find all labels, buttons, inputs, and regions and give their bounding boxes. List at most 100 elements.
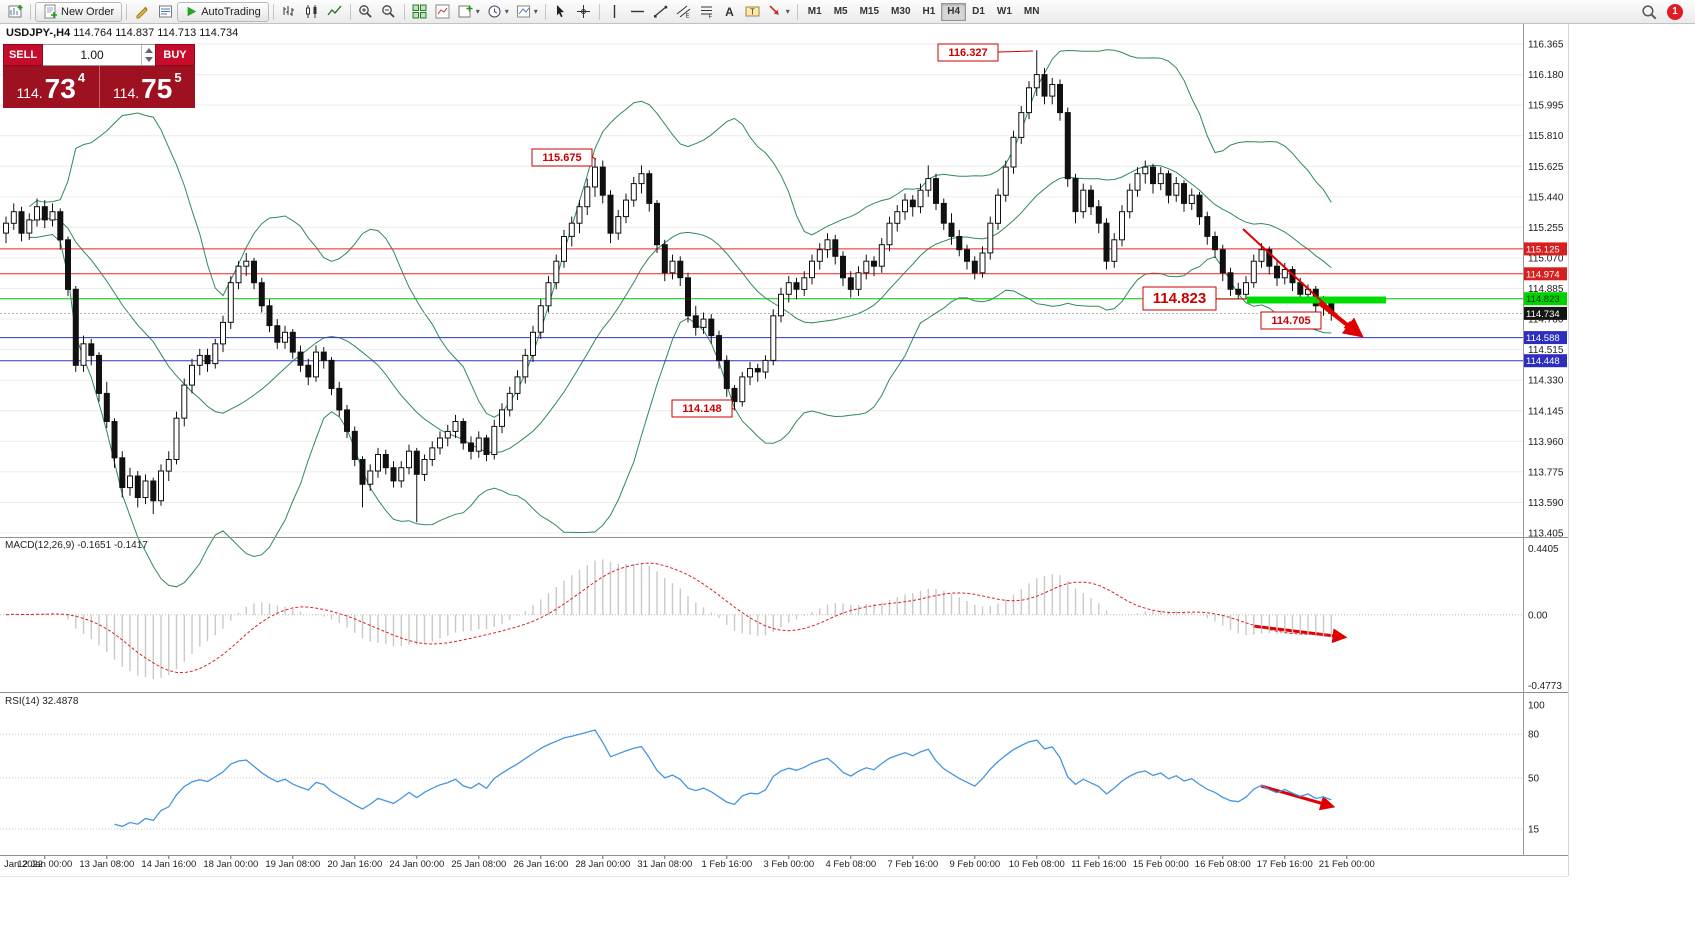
panel-separators[interactable]: [0, 24, 1569, 877]
candle: [336, 381, 343, 417]
line-chart-button[interactable]: [324, 2, 346, 22]
autotrading-button[interactable]: AutoTrading: [177, 1, 269, 22]
horizontal-line-icon: [631, 10, 645, 13]
candle: [483, 434, 490, 462]
line-chart-icon: [327, 5, 342, 16]
candle: [584, 178, 591, 215]
horizontal-line-tool-button[interactable]: [627, 2, 649, 22]
candle: [677, 256, 684, 286]
bar-chart-button[interactable]: [278, 2, 300, 22]
crosshair-tool-button[interactable]: [573, 2, 595, 22]
candlestick-chart-button[interactable]: [301, 2, 323, 22]
price-annotation[interactable]: 114.705: [1260, 311, 1322, 330]
market-watch-button[interactable]: [154, 2, 176, 22]
new-chart-dropdown-icon: [458, 5, 473, 18]
candle: [824, 233, 831, 258]
dropdown-caret: ▾: [504, 6, 509, 16]
price-annotation[interactable]: 114.148: [671, 399, 733, 418]
new-chart-button[interactable]: [4, 2, 26, 22]
drawings[interactable]: [1242, 228, 1386, 811]
candle: [739, 371, 746, 407]
price-tag-114.588: 114.588: [1524, 331, 1567, 345]
candle: [979, 246, 986, 278]
timeframe-h4[interactable]: H4: [941, 2, 967, 21]
tile-windows-button[interactable]: [409, 2, 431, 22]
candle: [1188, 188, 1195, 210]
chart-grid: [0, 43, 1523, 534]
fibonacci-tool-button[interactable]: F: [696, 2, 718, 22]
time-axis-label: 31 Jan 08:00: [637, 859, 692, 870]
candle: [119, 451, 126, 498]
cursor-icon: [557, 5, 565, 18]
bollinger-middle-band: [29, 164, 1332, 454]
timeframe-d1[interactable]: D1: [972, 6, 985, 17]
indicators-button[interactable]: [432, 2, 454, 22]
metaeditor-button[interactable]: [131, 2, 153, 22]
equidistant-channel-tool-button[interactable]: E: [673, 2, 695, 22]
volume-spinner[interactable]: [141, 45, 155, 65]
crosshair-icon: [577, 5, 591, 18]
timeframe-m30[interactable]: M30: [891, 6, 911, 17]
vertical-line-tool-button[interactable]: [604, 2, 626, 22]
volume-up-arrow[interactable]: [142, 45, 155, 55]
volume-value[interactable]: 1.00: [80, 48, 104, 62]
annotations[interactable]: 116.327 115.675 114.823 114.705 114.148: [531, 43, 1322, 418]
support-zone-bar[interactable]: [1247, 296, 1386, 304]
trendline-tool-button[interactable]: [650, 2, 672, 22]
candle: [1196, 191, 1203, 225]
candle: [832, 234, 839, 265]
vertical-line-icon: [614, 5, 616, 18]
timeframe-m1[interactable]: M1: [807, 6, 822, 17]
new-chart-dropdown-button[interactable]: ▾: [455, 2, 483, 22]
timeframe-m5[interactable]: M5: [833, 6, 848, 17]
candle: [894, 205, 901, 232]
zoom-out-icon: [382, 5, 395, 18]
timeframe-h1[interactable]: H1: [922, 6, 936, 17]
timeframe-mn[interactable]: MN: [1023, 6, 1040, 17]
candle: [623, 193, 629, 224]
zoom-out-button[interactable]: [378, 2, 400, 22]
candle: [1173, 177, 1180, 202]
toolbar-separator: [403, 3, 405, 20]
buy-price-display[interactable]: 114. 75 5: [100, 66, 196, 108]
macd-arrow[interactable]: [1252, 624, 1348, 644]
notification-badge[interactable]: 1: [1667, 3, 1683, 20]
candle: [561, 229, 567, 268]
price-annotation[interactable]: 115.675: [531, 148, 593, 167]
candle: [956, 229, 963, 257]
timeframe-w1[interactable]: W1: [996, 6, 1012, 17]
new-order-button[interactable]: New Order: [35, 1, 123, 22]
price-axis-label: 114.885: [1528, 284, 1564, 295]
cursor-tool-button[interactable]: [550, 2, 572, 22]
candle: [917, 183, 924, 214]
candle: [49, 203, 56, 227]
sell-price-display[interactable]: 114. 73 4: [3, 66, 100, 108]
rsi-arrow[interactable]: [1260, 784, 1336, 811]
search-button[interactable]: [1638, 2, 1660, 22]
candle: [654, 200, 660, 253]
time-axis-label: 16 Feb 08:00: [1195, 859, 1251, 870]
price-annotation[interactable]: 114.823: [1142, 286, 1217, 311]
text-label-tool-button[interactable]: T: [742, 2, 764, 22]
volume-down-arrow[interactable]: [142, 55, 155, 65]
price-axis: 116.365 116.180 115.995 115.810 115.625 115.4…: [1523, 24, 1564, 855]
candle: [367, 464, 374, 491]
templates-button[interactable]: ▾: [513, 2, 541, 22]
arrows-tool-button[interactable]: ▾: [765, 2, 793, 22]
volume-control[interactable]: 1.00: [43, 44, 155, 66]
sell-button[interactable]: SELL: [3, 44, 43, 66]
candle: [925, 165, 932, 197]
text-tool-button[interactable]: A: [719, 2, 741, 22]
zoom-in-button[interactable]: [355, 2, 377, 22]
buy-button[interactable]: BUY: [155, 44, 195, 66]
arrow-tool-icon: [769, 5, 779, 15]
periods-button[interactable]: ▾: [484, 2, 512, 22]
candle: [1088, 185, 1094, 215]
candle: [801, 271, 808, 296]
impulse-arrow-price[interactable]: [1317, 301, 1364, 338]
price-annotation[interactable]: 116.327: [937, 43, 999, 62]
toolbar-separator: [272, 3, 274, 20]
timeframe-m15[interactable]: M15: [859, 6, 880, 17]
